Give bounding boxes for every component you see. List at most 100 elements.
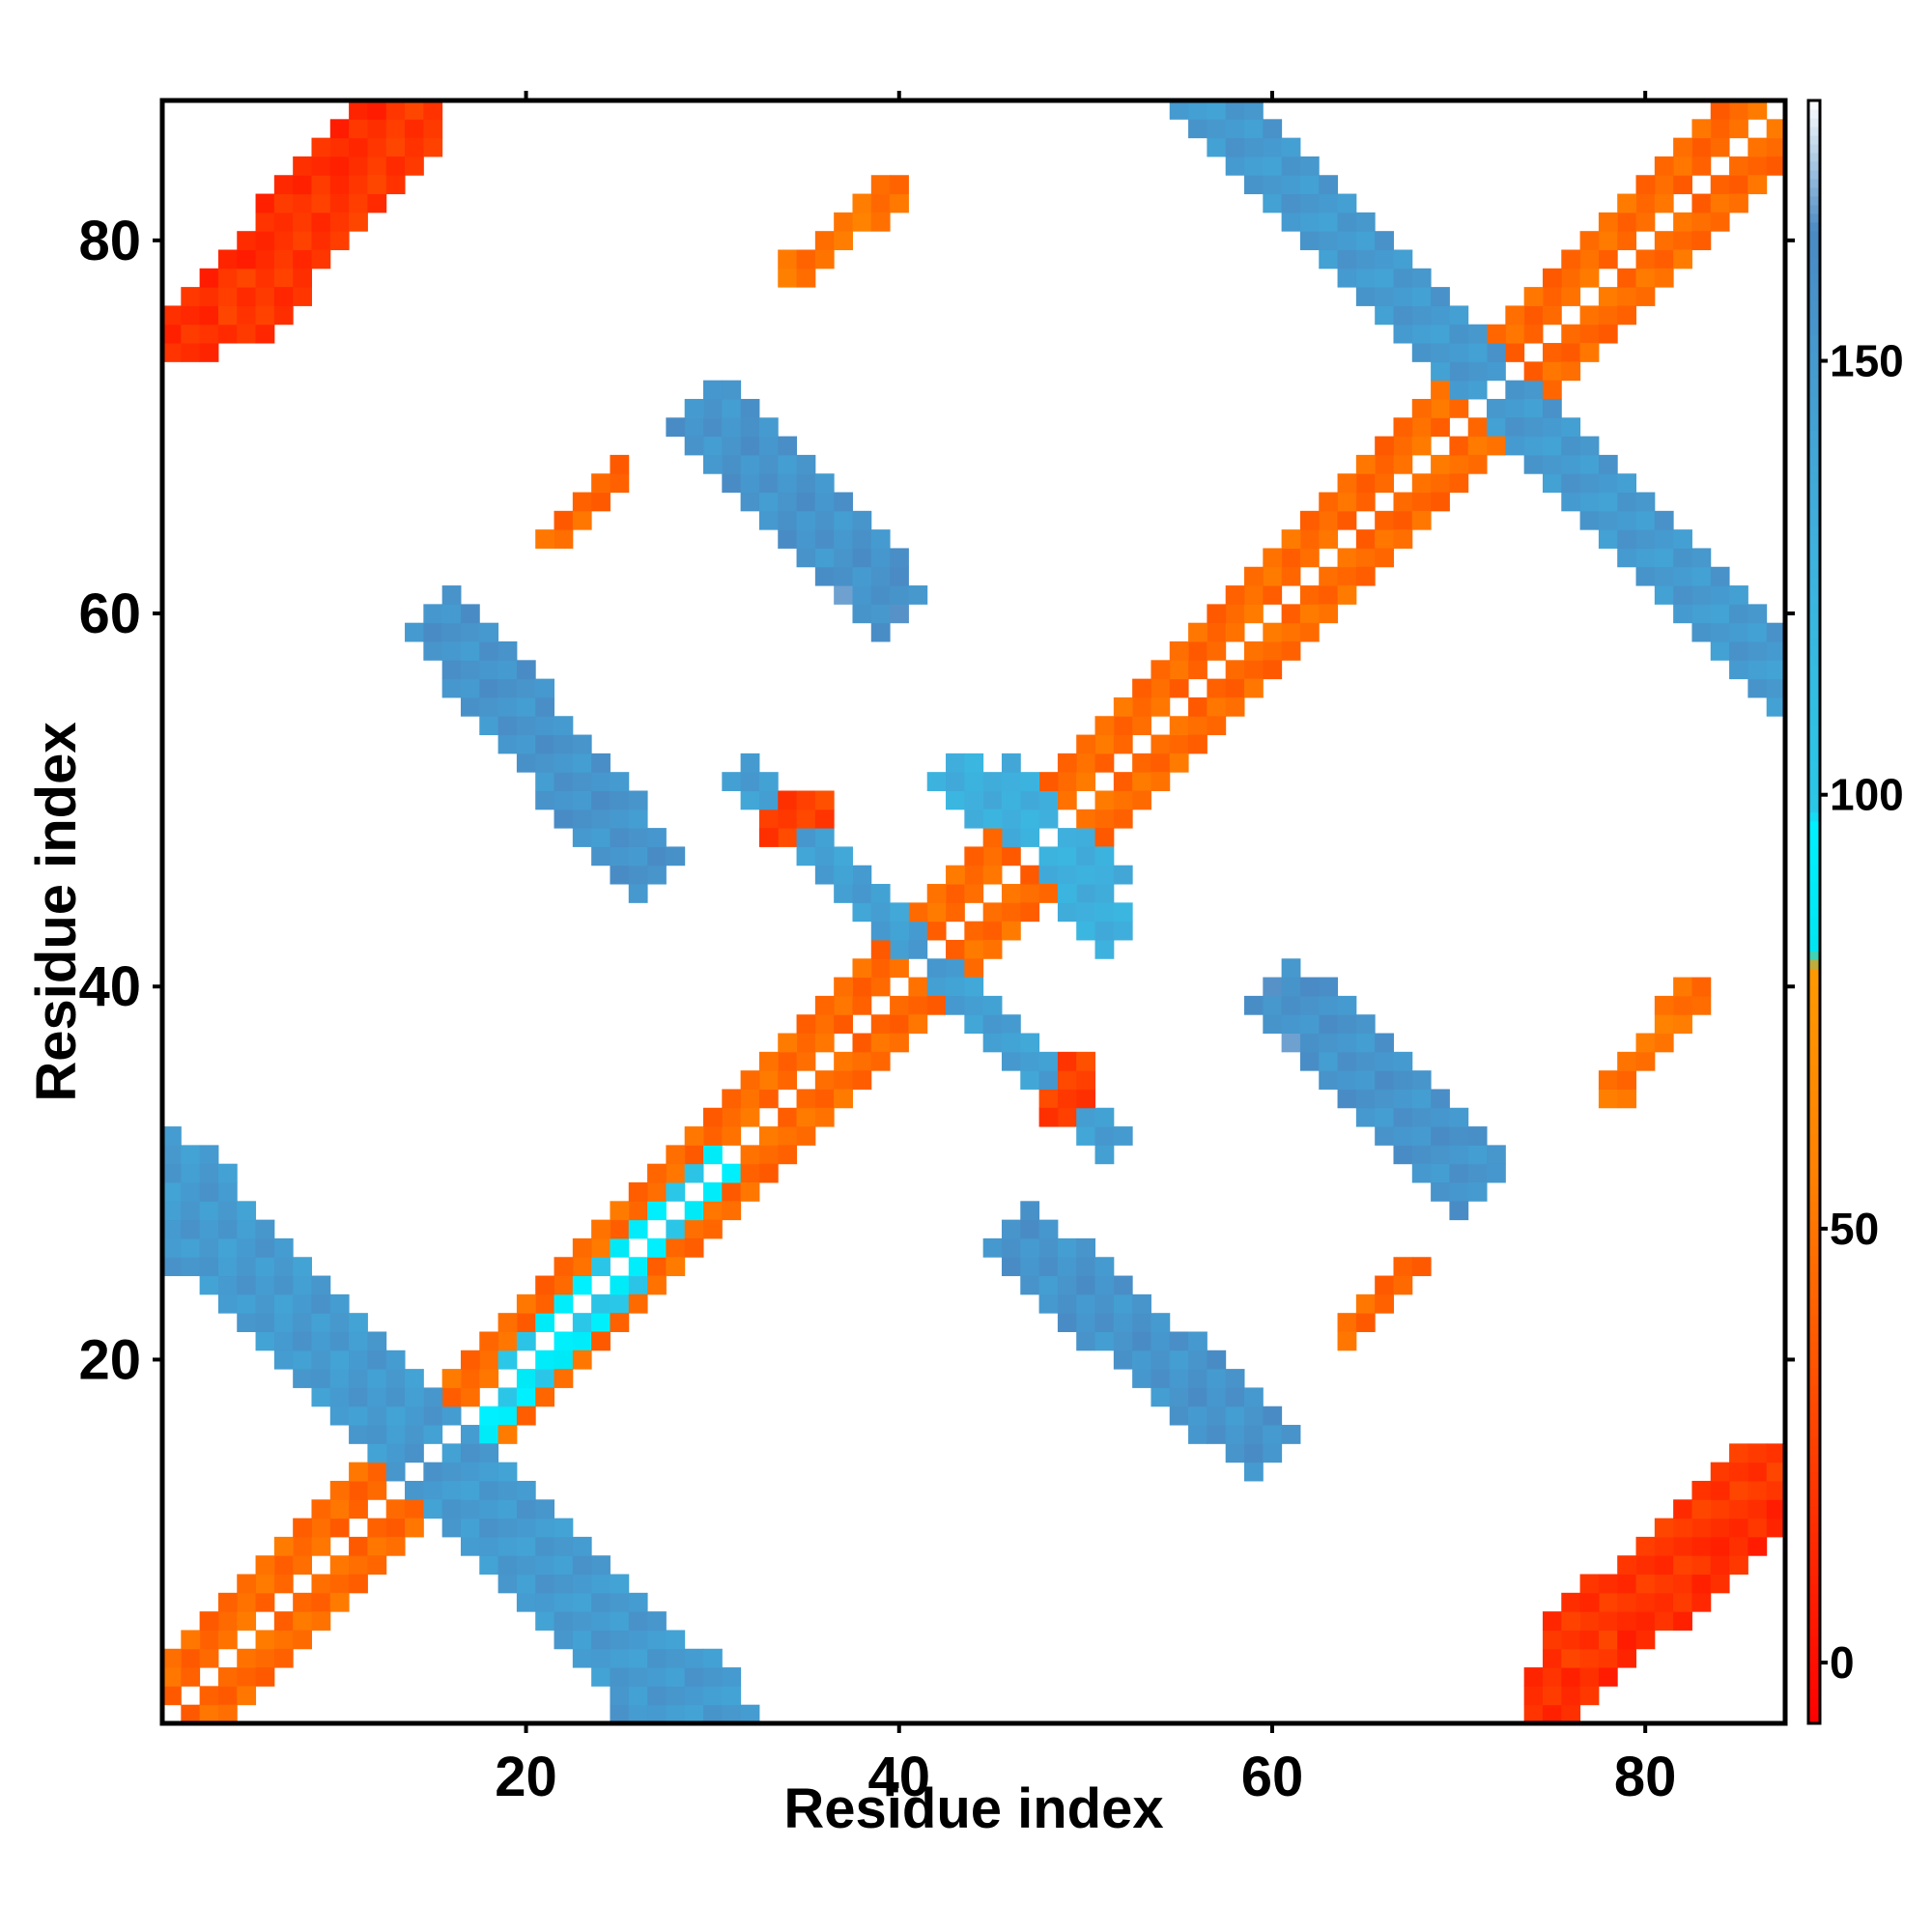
heatmap-cell [385,1387,406,1407]
heatmap-cell [255,249,275,270]
heatmap-cell [1001,828,1021,847]
heatmap-cell [423,1499,443,1520]
heatmap-cell [1542,1686,1562,1706]
heatmap-cell [535,678,555,698]
heatmap-cell [1355,566,1376,586]
heatmap-cell [273,231,294,250]
heatmap-cell [1729,585,1748,605]
colorbar-segment [1808,152,1820,162]
heatmap-cell [1449,454,1469,474]
heatmap-cell [367,100,387,120]
heatmap-cell [460,1350,480,1370]
colorbar-segment [1808,1271,1820,1282]
heatmap-cell [1449,398,1469,418]
heatmap-cell [908,902,928,923]
heatmap-cell [1076,809,1096,829]
heatmap-cell [591,1592,611,1612]
heatmap-cell [1299,175,1320,195]
heatmap-cell [423,1406,443,1426]
heatmap-cell [1691,1555,1712,1576]
heatmap-cell [1673,995,1692,1015]
heatmap-cell [703,1686,723,1706]
heatmap-cell [1579,510,1600,530]
heatmap-cell [1431,380,1450,400]
heatmap-cell [1766,156,1786,176]
heatmap-cell [1113,772,1133,791]
colorbar-segment [1808,1610,1820,1620]
heatmap-cell [162,1648,182,1668]
heatmap-cell [1487,398,1506,418]
heatmap-cell [1076,865,1096,885]
heatmap-cell [610,790,630,810]
heatmap-cell [1057,790,1077,810]
heatmap-cell [329,1406,350,1426]
heatmap-cell [255,1630,275,1650]
heatmap-cell [1337,1070,1357,1090]
heatmap-cell [554,1630,574,1650]
heatmap-cell [1561,287,1581,306]
heatmap-cell [796,828,816,847]
colorbar-segment [1808,1706,1820,1716]
heatmap-cell [1375,1293,1394,1314]
heatmap-cell [311,1369,331,1388]
heatmap-cell [814,1014,835,1035]
heatmap-cell [349,1425,368,1444]
heatmap-cell [666,1163,686,1183]
heatmap-cell [591,828,611,847]
heatmap-cell [1617,1611,1637,1631]
heatmap-cell [1673,1499,1692,1520]
colorbar-segment [1808,1245,1820,1256]
heatmap-cell [591,772,611,791]
heatmap-cell [1038,809,1059,829]
heatmap-cell [1729,1536,1748,1556]
colorbar-segment [1808,1159,1820,1169]
heatmap-cells [162,100,1786,1724]
heatmap-cell [1319,566,1339,586]
heatmap-cell [964,790,984,810]
heatmap-cell [1151,753,1171,773]
heatmap-cell [834,977,853,997]
heatmap-cell [1094,1313,1115,1332]
colorbar-segment [1808,1323,1820,1334]
heatmap-cell [684,417,704,438]
heatmap-cell [1747,1499,1768,1520]
heatmap-cell [1207,119,1227,139]
heatmap-cell [684,1648,704,1668]
heatmap-cell [572,1592,592,1612]
heatmap-cell [1169,641,1189,661]
heatmap-cell [293,1331,312,1351]
heatmap-cell [982,809,1003,829]
heatmap-cell [1617,212,1637,232]
heatmap-cell [479,1331,499,1351]
heatmap-cell [1355,1070,1376,1090]
heatmap-cell [516,716,536,736]
heatmap-cell [535,1574,555,1594]
heatmap-cell [740,1163,760,1183]
colorbar-segment [1808,360,1820,371]
heatmap-cell [1094,734,1115,754]
heatmap-cell [1710,1574,1730,1594]
heatmap-cell [834,231,853,250]
heatmap-cell [535,1275,555,1295]
colorbar-segment [1808,100,1820,110]
heatmap-cell [1355,287,1376,306]
heatmap-cell [703,417,723,438]
heatmap-cell [1263,1425,1283,1444]
heatmap-cell [1523,1686,1544,1706]
x-tick-label: 40 [868,1746,931,1808]
heatmap-cell [1523,380,1544,400]
colorbar-segment [1808,1184,1820,1195]
heatmap-cell [1375,1107,1394,1127]
heatmap-cell [1635,1592,1656,1612]
heatmap-cell [385,1369,406,1388]
heatmap-cell [1598,1630,1618,1650]
heatmap-cell [982,846,1003,867]
x-tick-label: 60 [1241,1746,1304,1808]
heatmap-cell [554,1331,574,1351]
heatmap-cell [1020,790,1040,810]
heatmap-cell [852,958,872,979]
heatmap-cell [1355,454,1376,474]
heatmap-cell [1393,510,1413,530]
heatmap-cell [758,809,779,829]
heatmap-cell [1113,921,1133,941]
